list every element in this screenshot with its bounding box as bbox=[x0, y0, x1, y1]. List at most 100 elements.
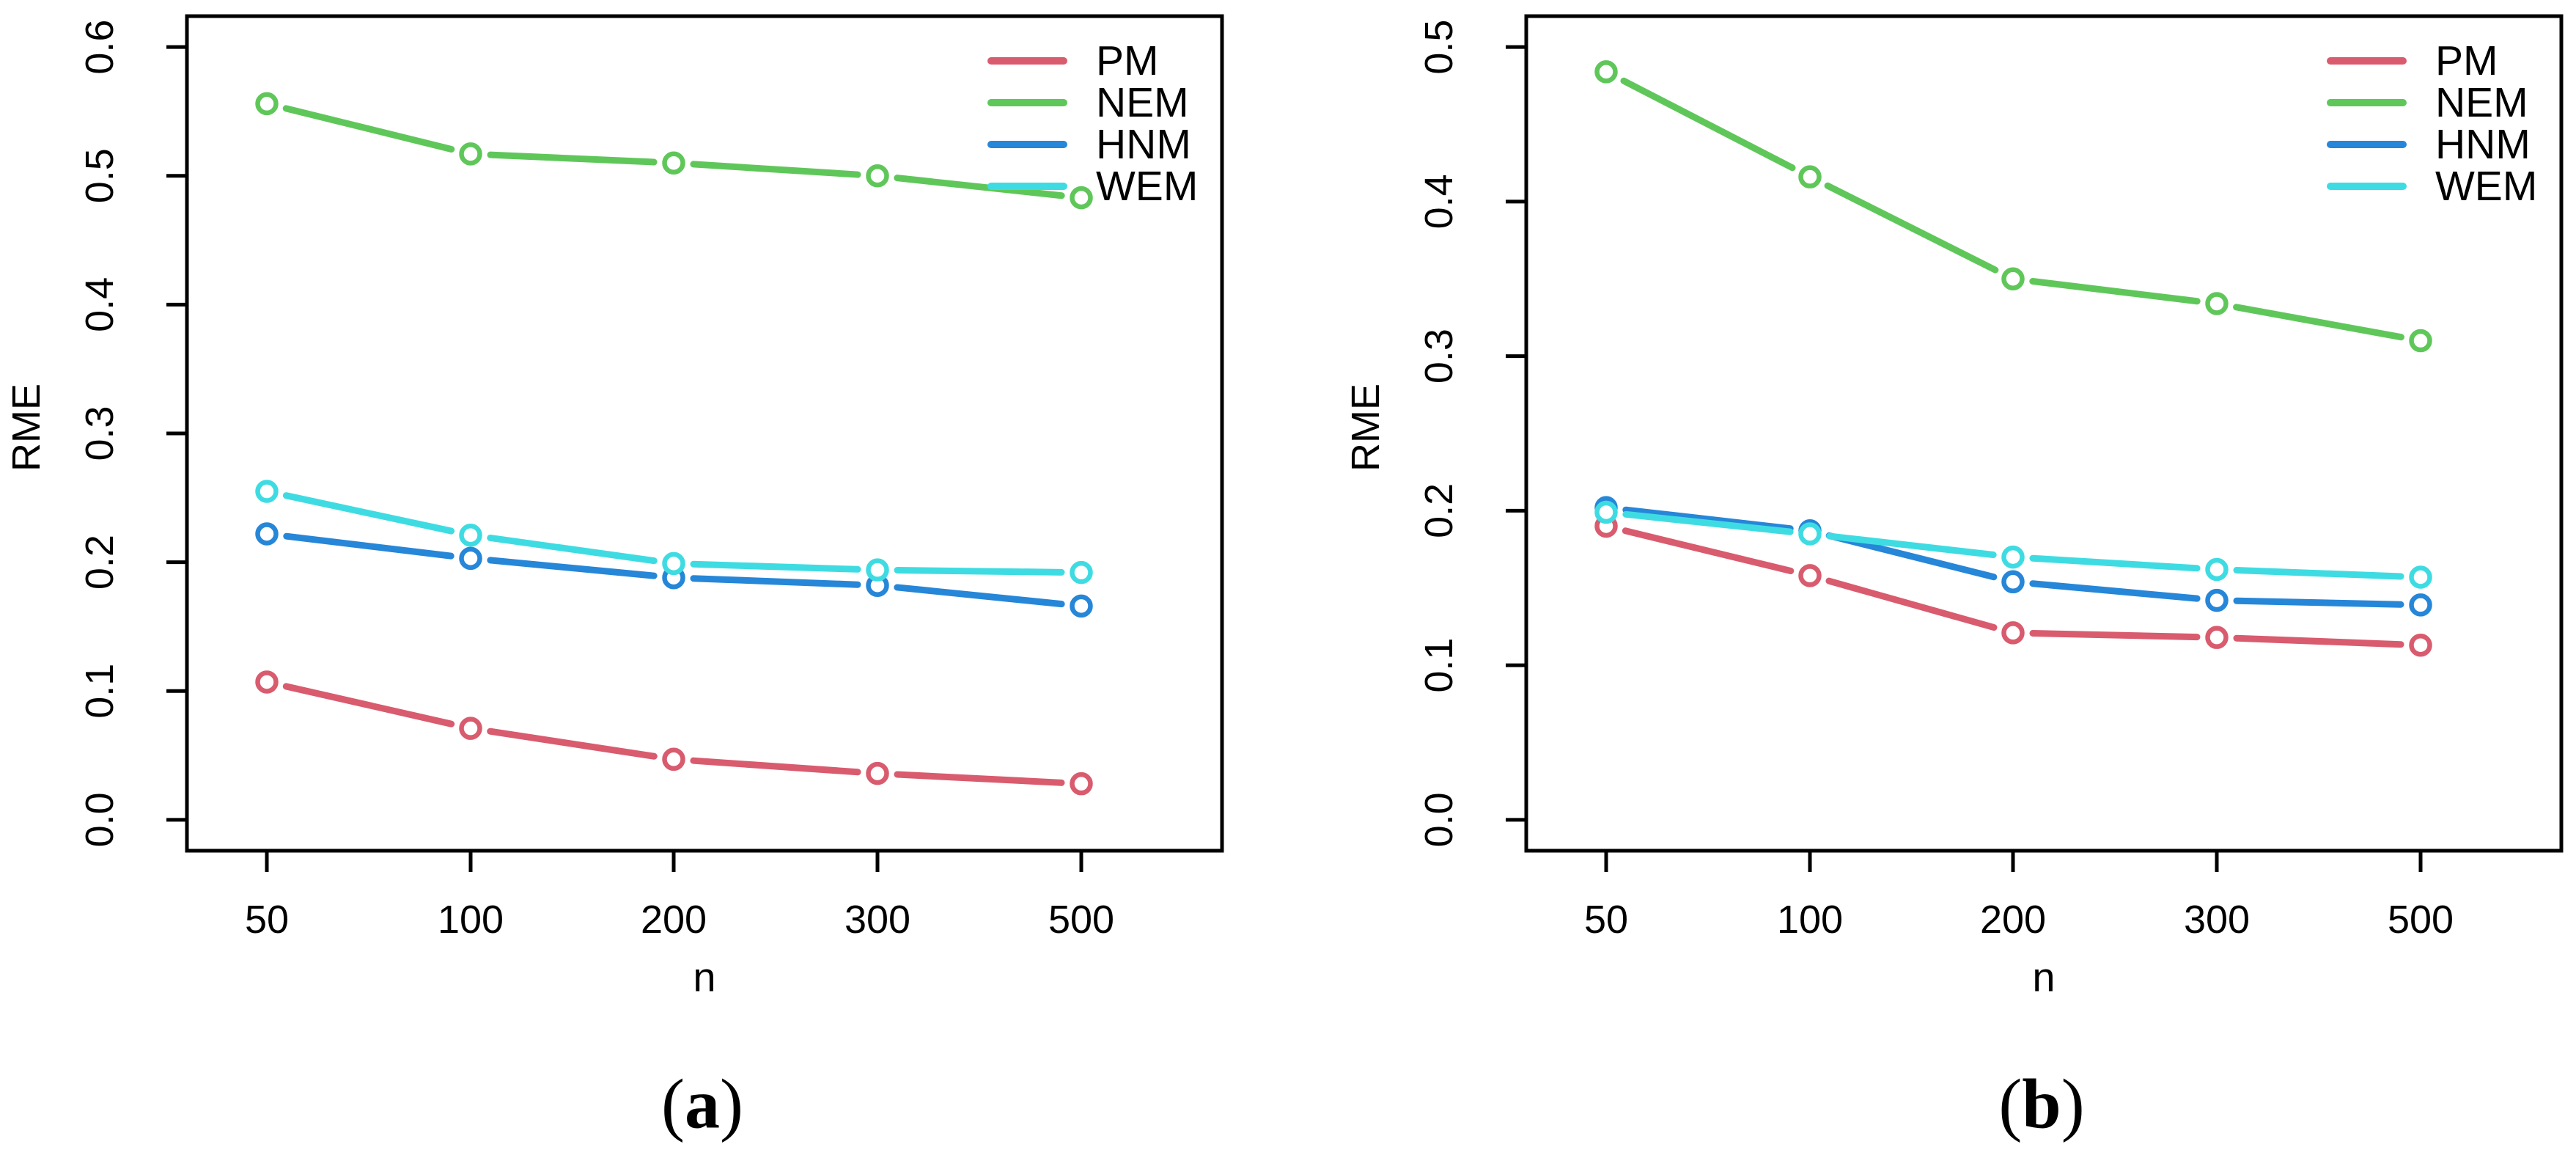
series-segment-HNM bbox=[2233, 597, 2404, 608]
series-segment-NEM bbox=[282, 105, 455, 153]
y-tick-label: 0.5 bbox=[1417, 20, 1461, 75]
data-point-HNM bbox=[255, 522, 279, 546]
data-point-WEM bbox=[2001, 545, 2025, 569]
series-segment-NEM bbox=[2029, 278, 2201, 305]
y-tick-label: 0.6 bbox=[78, 20, 122, 75]
panel-a-plot: 0.0 0.1 0.2 0.3 0.4 0.5 0.6 50 100 200 300 500 PMNEM… bbox=[78, 14, 1224, 942]
series-segment-NEM bbox=[2233, 304, 2404, 341]
y-tick-label: 0.4 bbox=[78, 277, 122, 332]
y-tick-label: 0.3 bbox=[1417, 329, 1461, 384]
x-tick-label: 100 bbox=[438, 898, 504, 942]
data-point-PM bbox=[662, 747, 685, 772]
series-segment-WEM bbox=[487, 534, 658, 565]
caption-a-close: ) bbox=[720, 1064, 743, 1143]
data-point-PM bbox=[459, 717, 482, 740]
series-segment-PM bbox=[1622, 527, 1795, 575]
series-segment-WEM bbox=[2233, 566, 2404, 580]
series-segment-HNM bbox=[283, 532, 455, 560]
data-point-PM bbox=[1798, 564, 1822, 587]
data-point-WEM bbox=[1798, 522, 1822, 546]
x-tick-label: 50 bbox=[1584, 898, 1628, 942]
caption-b-open: ( bbox=[1998, 1064, 2023, 1143]
x-tick-label: 50 bbox=[245, 898, 289, 942]
legend-label-NEM: NEM bbox=[1096, 79, 1189, 126]
data-point-NEM bbox=[2205, 292, 2229, 315]
series-segment-HNM bbox=[1622, 506, 1794, 532]
data-point-PM bbox=[255, 670, 279, 694]
series-line-NEM bbox=[1620, 77, 2404, 341]
x-tick-label: 100 bbox=[1777, 898, 1843, 942]
series-line-HNM bbox=[283, 532, 1065, 608]
series-segment-WEM bbox=[1622, 510, 1794, 535]
y-tick-label: 0.2 bbox=[1417, 483, 1461, 538]
data-point-NEM bbox=[2001, 267, 2025, 291]
y-axis-title-b: RME bbox=[1344, 384, 1388, 472]
data-point-NEM bbox=[1594, 60, 1618, 84]
caption-a: (a) bbox=[661, 1063, 743, 1145]
x-tick-label: 200 bbox=[1980, 898, 2046, 942]
series-line-PM bbox=[1622, 527, 2404, 648]
data-point-HNM bbox=[2205, 588, 2229, 612]
data-point-NEM bbox=[255, 92, 279, 116]
data-point-NEM bbox=[662, 151, 685, 175]
series-segment-HNM bbox=[2029, 580, 2201, 602]
data-point-PM bbox=[2205, 626, 2229, 649]
y-tick-label: 0.1 bbox=[1417, 638, 1461, 693]
series-segment-NEM bbox=[1620, 77, 1796, 172]
legend-label-WEM: WEM bbox=[1096, 163, 1198, 210]
series-segment-NEM bbox=[1824, 182, 1999, 274]
y-axis-title-a: RME bbox=[4, 384, 48, 472]
caption-b-letter: b bbox=[2022, 1064, 2061, 1143]
series-segment-NEM bbox=[690, 161, 861, 178]
data-point-NEM bbox=[1798, 165, 1822, 188]
series-segment-PM bbox=[2233, 634, 2404, 648]
series-segment-WEM bbox=[690, 560, 861, 573]
series-segment-NEM bbox=[487, 151, 658, 166]
series-segment-PM bbox=[2029, 629, 2201, 641]
y-tick-label: 0.0 bbox=[1417, 792, 1461, 847]
legend-label-NEM: NEM bbox=[2435, 79, 2528, 126]
y-tick-label: 0.2 bbox=[78, 535, 122, 590]
caption-a-letter: a bbox=[685, 1064, 720, 1143]
legend-label-PM: PM bbox=[2435, 37, 2498, 84]
panel-b-plot: 0.0 0.1 0.2 0.3 0.4 0.5 50 100 200 300 500 PMNEMHNM… bbox=[1417, 14, 2564, 942]
data-point-WEM bbox=[2205, 557, 2229, 582]
data-point-NEM bbox=[1070, 186, 1093, 210]
series-line-PM bbox=[282, 683, 1065, 786]
legend-label-WEM: WEM bbox=[2435, 163, 2537, 210]
series-segment-WEM bbox=[282, 492, 455, 535]
series-segment-PM bbox=[894, 771, 1065, 786]
x-axis-title-b: n bbox=[2032, 953, 2056, 1000]
series-segment-WEM bbox=[2029, 554, 2201, 572]
y-tick-label: 0.5 bbox=[78, 148, 122, 203]
data-point-WEM bbox=[1594, 500, 1618, 524]
data-point-NEM bbox=[459, 142, 482, 166]
data-point-WEM bbox=[255, 480, 279, 503]
caption-a-open: ( bbox=[661, 1064, 685, 1143]
data-point-WEM bbox=[2409, 565, 2432, 589]
series-line-WEM bbox=[282, 492, 1065, 576]
data-point-HNM bbox=[1070, 594, 1093, 618]
legend-label-HNM: HNM bbox=[1096, 121, 1191, 168]
series-segment-PM bbox=[282, 683, 455, 728]
data-point-NEM bbox=[866, 164, 889, 188]
legend-label-HNM: HNM bbox=[2435, 121, 2531, 168]
series-segment-PM bbox=[1825, 577, 1998, 631]
x-tick-label: 500 bbox=[1048, 898, 1114, 942]
data-point-PM bbox=[1070, 772, 1093, 796]
series-segment-HNM bbox=[487, 557, 658, 579]
data-point-WEM bbox=[866, 558, 889, 582]
series-segment-PM bbox=[487, 728, 658, 760]
series-segment-NEM bbox=[894, 175, 1065, 199]
legend-label-PM: PM bbox=[1096, 37, 1159, 84]
caption-b: (b) bbox=[1998, 1063, 2084, 1145]
data-point-WEM bbox=[1070, 560, 1093, 585]
data-point-WEM bbox=[459, 523, 482, 547]
series-line-NEM bbox=[282, 105, 1065, 199]
caption-b-close: ) bbox=[2061, 1064, 2085, 1143]
data-point-HNM bbox=[2001, 570, 2025, 594]
data-point-PM bbox=[2001, 621, 2025, 645]
